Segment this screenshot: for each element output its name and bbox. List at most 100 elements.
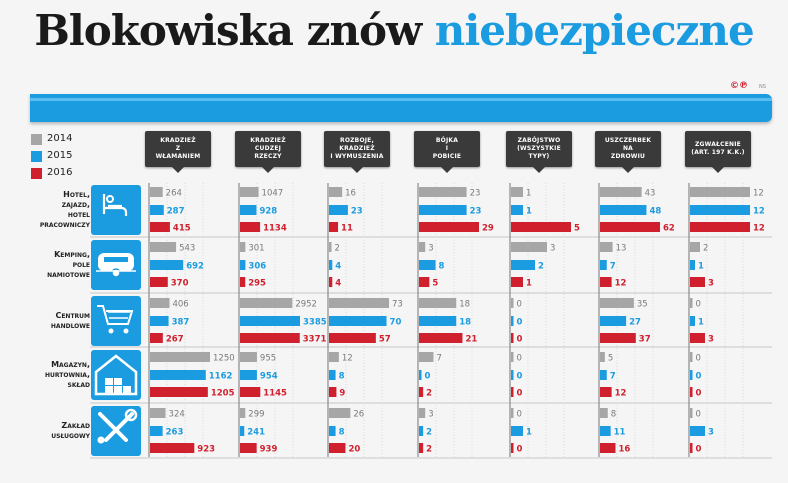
bar-value-label: 1250 bbox=[213, 354, 235, 364]
bar bbox=[511, 408, 514, 418]
bar-value-label: 955 bbox=[260, 354, 276, 364]
row-icon-tile bbox=[91, 185, 141, 235]
bar bbox=[419, 408, 426, 418]
bar-value-label: 18 bbox=[459, 300, 470, 310]
bar bbox=[690, 426, 705, 436]
title-accent: niebezpieczne bbox=[434, 6, 755, 55]
bar-value-label: 12 bbox=[753, 189, 764, 199]
bar-value-label: 12 bbox=[342, 354, 353, 364]
bar bbox=[511, 316, 514, 326]
bar-value-label: 0 bbox=[517, 445, 523, 455]
bar bbox=[600, 333, 636, 343]
bar bbox=[511, 426, 523, 436]
legend-label: 2016 bbox=[47, 167, 73, 178]
bar-value-label: 16 bbox=[345, 189, 356, 199]
bar bbox=[329, 277, 333, 287]
bar bbox=[240, 387, 261, 397]
bar bbox=[511, 333, 514, 343]
bar-value-label: 18 bbox=[459, 318, 471, 328]
bar bbox=[600, 408, 608, 418]
row-label-text: Zakład usługowy bbox=[51, 421, 90, 440]
row-label-text: Kemping, pole namiotowe bbox=[47, 250, 90, 279]
legend-label: 2014 bbox=[47, 133, 73, 144]
bar bbox=[150, 316, 169, 326]
bar bbox=[150, 333, 163, 343]
bar bbox=[511, 205, 523, 215]
bar bbox=[419, 277, 430, 287]
bar-value-label: 0 bbox=[517, 318, 523, 328]
bar bbox=[690, 387, 693, 397]
bar bbox=[690, 187, 750, 197]
bar bbox=[511, 222, 571, 232]
bar bbox=[600, 298, 634, 308]
bar bbox=[240, 352, 257, 362]
row-label: Centrum handlowe bbox=[20, 311, 90, 331]
bar-value-label: 48 bbox=[649, 207, 661, 217]
bar bbox=[690, 352, 693, 362]
page-title: Blokowiska znów niebezpieczne bbox=[0, 6, 788, 55]
bar bbox=[240, 242, 246, 252]
bar-value-label: 4 bbox=[335, 279, 341, 289]
bar-value-label: 415 bbox=[173, 224, 191, 234]
bar bbox=[690, 443, 693, 453]
bar-value-label: 2 bbox=[426, 428, 432, 438]
bar-value-label: 7 bbox=[610, 262, 616, 272]
column-header-label: Kradzież z włamaniem bbox=[155, 137, 201, 160]
bar-value-label: 1 bbox=[526, 279, 532, 289]
bar-value-label: 287 bbox=[167, 207, 185, 217]
column-header-label: Rozboje, kradzież i wymuszenia bbox=[330, 137, 384, 160]
bar bbox=[240, 205, 257, 215]
bar-value-label: 0 bbox=[517, 300, 522, 310]
bar bbox=[329, 370, 336, 380]
bar-value-label: 20 bbox=[348, 445, 360, 455]
bar-value-label: 23 bbox=[470, 189, 481, 199]
bar-value-label: 4 bbox=[335, 262, 341, 272]
bar bbox=[150, 370, 206, 380]
bar bbox=[419, 260, 436, 270]
bar-value-label: 0 bbox=[696, 445, 702, 455]
bar bbox=[690, 298, 693, 308]
bar bbox=[690, 370, 693, 380]
bar-value-label: 923 bbox=[197, 445, 215, 455]
bar-value-label: 0 bbox=[517, 354, 522, 364]
bar-value-label: 264 bbox=[166, 189, 182, 199]
bar-value-label: 1134 bbox=[263, 224, 287, 234]
bar bbox=[329, 443, 346, 453]
column-header-label: Kradzież cudzej rzeczy bbox=[250, 137, 286, 160]
bar-value-label: 1 bbox=[698, 262, 704, 272]
bar-value-label: 2 bbox=[538, 262, 544, 272]
bar bbox=[419, 426, 424, 436]
bar bbox=[150, 408, 166, 418]
bar bbox=[419, 316, 457, 326]
bar-value-label: 3 bbox=[550, 244, 555, 254]
bar-value-label: 12 bbox=[615, 279, 627, 289]
legend-item-2016: 2016 bbox=[31, 167, 73, 179]
bar bbox=[240, 222, 261, 232]
banner-stripe bbox=[30, 98, 772, 101]
tools-icon bbox=[97, 408, 138, 444]
bar bbox=[329, 352, 339, 362]
bar bbox=[690, 408, 693, 418]
bar-value-label: 267 bbox=[166, 335, 184, 345]
column-header: Zgwałcenie (art. 197 k.k.) bbox=[685, 131, 751, 173]
bar-value-label: 43 bbox=[645, 189, 656, 199]
caravan-icon bbox=[96, 253, 136, 278]
bar-value-label: 0 bbox=[696, 389, 702, 399]
bar-value-label: 70 bbox=[390, 318, 402, 328]
bar bbox=[419, 242, 426, 252]
bar bbox=[240, 426, 245, 436]
bar bbox=[511, 277, 523, 287]
row-label: Kemping, pole namiotowe bbox=[20, 250, 90, 280]
bar bbox=[329, 333, 376, 343]
column-header-pointer bbox=[172, 167, 184, 173]
bar bbox=[600, 316, 627, 326]
column-header: Kradzież cudzej rzeczy bbox=[235, 131, 301, 173]
bar-value-label: 2 bbox=[703, 244, 708, 254]
bar bbox=[240, 187, 259, 197]
column-header: Zabójstwo (wszystkie typy) bbox=[506, 131, 572, 173]
bar-value-label: 2952 bbox=[295, 300, 317, 310]
bar-value-label: 0 bbox=[517, 372, 523, 382]
bar-value-label: 23 bbox=[351, 207, 363, 217]
bar-value-label: 11 bbox=[341, 224, 353, 234]
credit-logo: ©℗ bbox=[730, 81, 748, 91]
